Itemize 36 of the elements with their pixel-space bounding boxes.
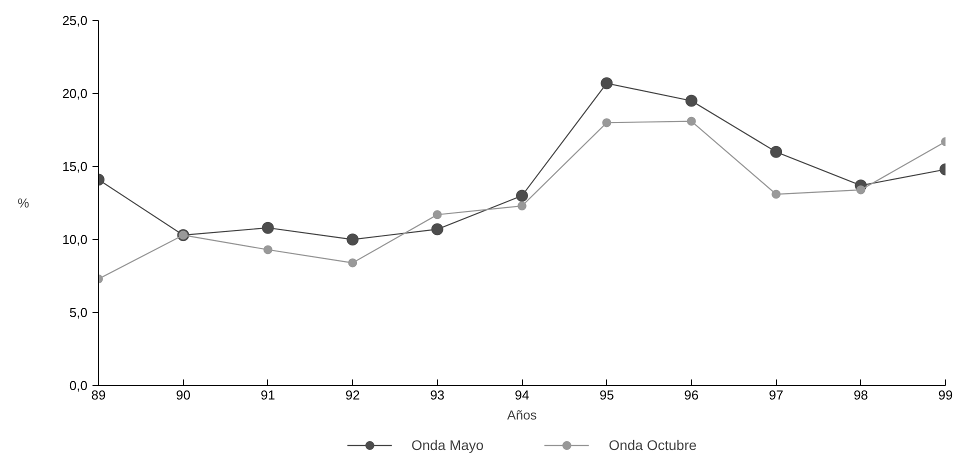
y-tick-label: 5,0 (69, 305, 88, 320)
y-axis-title: % (18, 196, 30, 210)
point (346, 234, 359, 246)
point (685, 94, 698, 107)
y-tick-label: 25,0 (62, 13, 88, 28)
point (263, 245, 272, 254)
y-tick-label: 15,0 (62, 159, 88, 174)
point (262, 222, 274, 234)
x-tick-label: 94 (514, 388, 530, 402)
x-tick-label: 92 (345, 388, 360, 402)
point (686, 116, 696, 126)
point (432, 210, 442, 220)
y-tick-label: 10,0 (62, 232, 88, 247)
legend-label: Onda Octubre (608, 437, 697, 453)
y-tick-label: 20,0 (62, 86, 88, 101)
x-tick-label: 93 (430, 388, 445, 402)
legend-label: Onda Mayo (411, 437, 484, 453)
point (772, 190, 781, 199)
point (600, 77, 613, 90)
point (431, 223, 444, 236)
x-tick-label: 96 (684, 388, 699, 402)
y-tick-label: 0,0 (69, 378, 88, 393)
x-tick-label: 89 (91, 388, 106, 402)
x-tick-label: 95 (599, 388, 614, 402)
point (602, 118, 612, 128)
x-tick-label: 99 (938, 388, 953, 402)
point (770, 146, 782, 158)
point (518, 201, 526, 210)
x-tick-label: 97 (768, 388, 784, 402)
x-tick-label: 90 (176, 388, 190, 402)
x-tick-label: 91 (260, 388, 276, 402)
x-axis-title: Años (507, 408, 538, 422)
point (348, 258, 358, 268)
point (856, 185, 866, 194)
x-tick-label: 98 (854, 388, 868, 402)
point (516, 190, 528, 202)
